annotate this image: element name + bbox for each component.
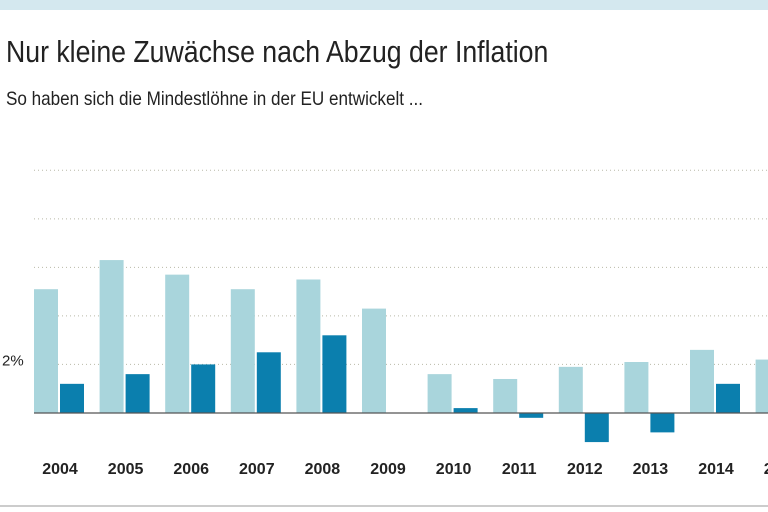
y-tick-label: 2% bbox=[2, 352, 24, 369]
bar bbox=[755, 359, 768, 413]
bar bbox=[362, 308, 386, 413]
x-tick-label: 2015 bbox=[764, 461, 768, 478]
bar bbox=[716, 383, 740, 413]
x-tick-label: 2014 bbox=[698, 461, 734, 478]
bar bbox=[256, 352, 281, 413]
bar bbox=[322, 335, 347, 413]
bar bbox=[453, 408, 478, 413]
bar bbox=[296, 279, 321, 413]
bar bbox=[125, 374, 150, 413]
bar bbox=[34, 289, 58, 413]
bar bbox=[191, 364, 216, 413]
x-tick-label: 2012 bbox=[567, 461, 603, 478]
bar bbox=[584, 412, 609, 443]
x-tick-label: 2004 bbox=[42, 461, 78, 478]
bar bbox=[650, 412, 675, 433]
x-tick-label: 2007 bbox=[239, 461, 275, 478]
bar bbox=[165, 274, 190, 413]
bar bbox=[493, 378, 518, 413]
x-tick-label: 2009 bbox=[370, 461, 406, 478]
x-tick-label: 2005 bbox=[108, 461, 144, 478]
chart-title: Nur kleine Zuwächse nach Abzug der Infla… bbox=[6, 35, 548, 69]
bar bbox=[690, 349, 714, 413]
top-band bbox=[0, 0, 768, 10]
x-tick-label: 2011 bbox=[502, 461, 537, 478]
x-tick-label: 2013 bbox=[633, 461, 669, 478]
bar bbox=[60, 383, 84, 413]
x-tick-label: 2008 bbox=[305, 461, 341, 478]
x-tick-label: 2010 bbox=[436, 461, 472, 478]
x-tick-label: 2006 bbox=[173, 461, 209, 478]
bar bbox=[558, 366, 583, 413]
bar bbox=[230, 289, 255, 413]
bar bbox=[427, 374, 452, 413]
bar bbox=[519, 412, 544, 418]
bar bbox=[624, 362, 649, 413]
chart-subtitle: So haben sich die Mindestlöhne in der EU… bbox=[6, 88, 423, 109]
bar bbox=[99, 260, 124, 413]
